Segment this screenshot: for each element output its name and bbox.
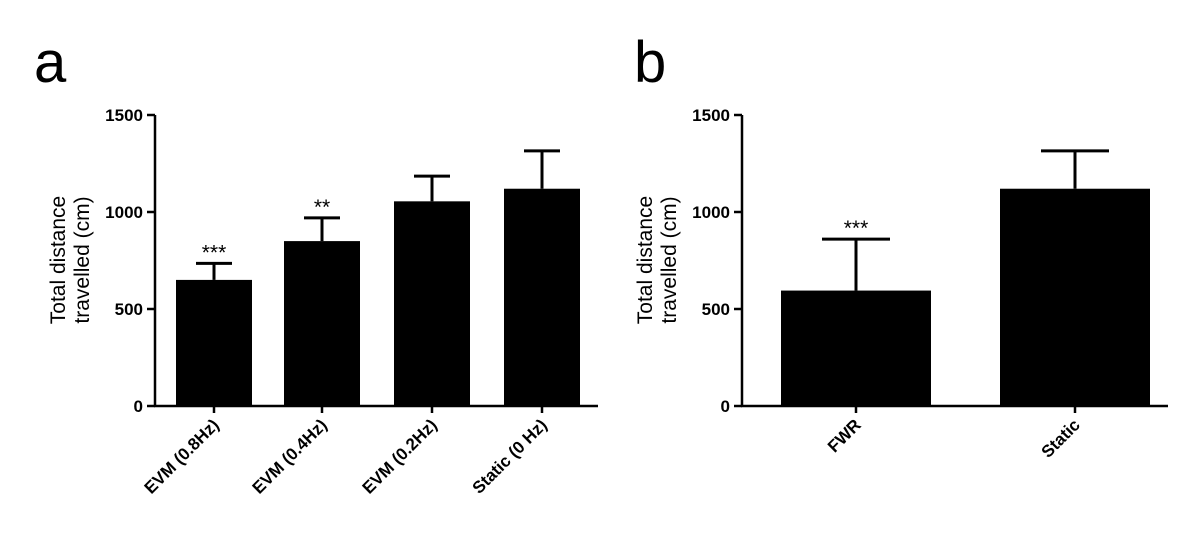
y-tick-label-a-2: 1000 [105, 203, 143, 222]
x-tick-label-a-1: EVM (0.4Hz) [249, 415, 331, 497]
y-axis-label-a-line1: Total distance [47, 196, 70, 324]
y-tick-label-a-3: 1500 [105, 106, 143, 125]
bar-b-0 [781, 290, 931, 406]
panel-letter-a: a [34, 30, 67, 95]
x-tick-label-b-0: FWR [824, 415, 865, 456]
panel-letter-b: b [634, 30, 666, 95]
y-tick-label-b-2: 1000 [692, 203, 730, 222]
bar-a-2 [394, 201, 470, 406]
significance-b-0: *** [844, 217, 869, 240]
y-axis-label-b-line2: travelled (cm) [658, 196, 681, 323]
x-tick-label-a-0: EVM (0.8Hz) [141, 415, 223, 497]
panel-a: a Total distance travelled (cm) 0 500 1000… [34, 30, 598, 498]
y-tick-label-a-0: 0 [134, 397, 143, 416]
x-tick-label-a-2: EVM (0.2Hz) [359, 415, 441, 497]
y-axis-label-b-line1: Total distance [634, 196, 657, 324]
plot-area-a: 0 500 1000 1500 *** EVM (0.8Hz) ** EVM (0.4Hz) E… [105, 106, 580, 498]
bar-b-1 [1000, 188, 1150, 406]
significance-a-1: ** [314, 196, 330, 219]
y-axis-label-a-line2: travelled (cm) [71, 196, 94, 323]
bar-a-3 [504, 188, 580, 406]
bar-a-0 [176, 279, 252, 406]
y-tick-label-b-1: 500 [702, 300, 730, 319]
x-tick-label-b-1: Static [1038, 415, 1084, 461]
x-tick-label-a-3: Static (0 Hz) [469, 415, 551, 497]
bar-a-1 [284, 241, 360, 406]
y-tick-label-b-3: 1500 [692, 106, 730, 125]
significance-a-0: *** [202, 241, 227, 264]
y-tick-label-a-1: 500 [115, 300, 143, 319]
y-tick-label-b-0: 0 [721, 397, 730, 416]
panel-b: b Total distance travelled (cm) 0 500 1000… [634, 30, 1168, 462]
plot-area-b: 0 500 1000 1500 *** FWR Static [692, 106, 1150, 462]
